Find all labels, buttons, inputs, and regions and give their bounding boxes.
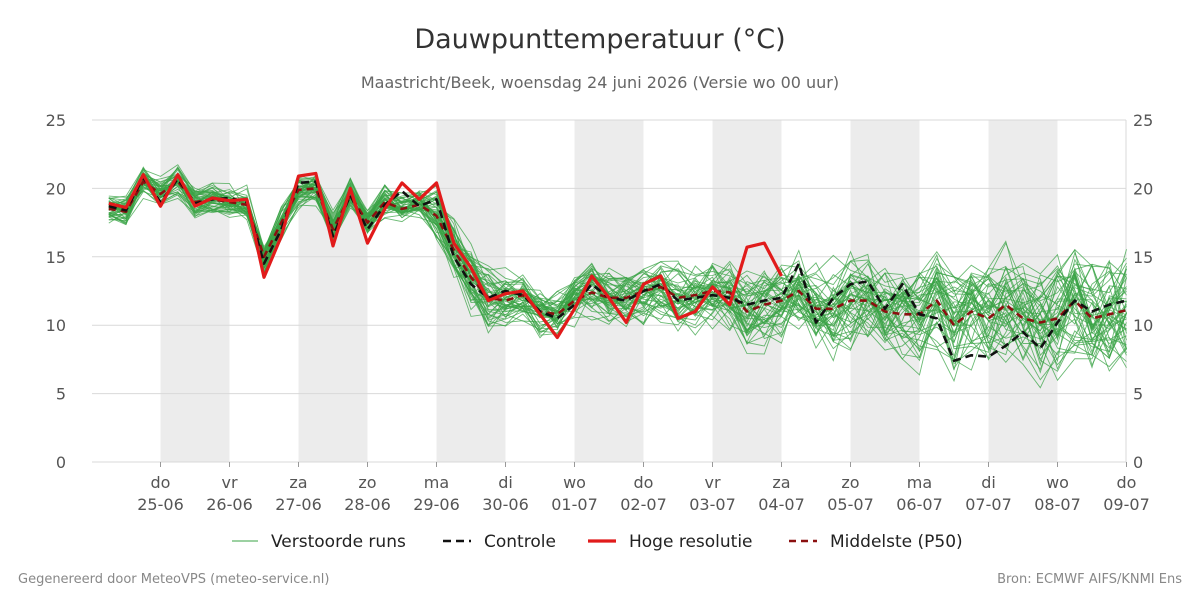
x-tick-date-5: 30-06 bbox=[482, 495, 529, 514]
x-tick-day-1: vr bbox=[221, 473, 237, 492]
ensemble-run-4 bbox=[108, 164, 1127, 369]
series-line-controle bbox=[108, 176, 1127, 363]
y-tick-right-15: 15 bbox=[1133, 248, 1153, 267]
y-tick-right-5: 5 bbox=[1133, 385, 1143, 404]
x-tick-date-12: 07-07 bbox=[965, 495, 1012, 514]
x-tick-day-7: do bbox=[634, 473, 654, 492]
ensemble-run-29 bbox=[108, 177, 1127, 358]
x-tick-day-3: zo bbox=[358, 473, 376, 492]
chart-title: Dauwpunttemperatuur (°C) bbox=[414, 24, 786, 55]
x-tick-date-7: 02-07 bbox=[620, 495, 667, 514]
x-tick-date-3: 28-06 bbox=[344, 495, 391, 514]
ensemble-run-46 bbox=[108, 175, 1127, 359]
y-tick-left-25: 25 bbox=[46, 111, 66, 130]
y-tick-right-25: 25 bbox=[1133, 111, 1153, 130]
y-tick-right-0: 0 bbox=[1133, 453, 1143, 472]
y-tick-left-15: 15 bbox=[46, 248, 66, 267]
legend-label-2: Hoge resolutie bbox=[629, 532, 753, 552]
day-band-0 bbox=[160, 120, 230, 462]
series-line-middelste-p50 bbox=[108, 180, 1127, 327]
y-tick-left-0: 0 bbox=[56, 453, 66, 472]
x-tick-date-2: 27-06 bbox=[275, 495, 322, 514]
legend-label-0: Verstoorde runs bbox=[271, 532, 406, 552]
x-tick-date-8: 03-07 bbox=[689, 495, 736, 514]
y-tick-left-20: 20 bbox=[46, 179, 66, 198]
y-tick-right-10: 10 bbox=[1133, 316, 1153, 335]
chart-subtitle: Maastricht/Beek, woensdag 24 juni 2026 (… bbox=[360, 73, 840, 92]
x-tick-day-5: di bbox=[498, 473, 513, 492]
main-series-lines bbox=[108, 171, 1127, 363]
y-tick-left-10: 10 bbox=[46, 316, 66, 335]
weekend-bands bbox=[160, 120, 1058, 462]
y-tick-right-20: 20 bbox=[1133, 179, 1153, 198]
footer-source: Bron: ECMWF AIFS/KNMI Ens bbox=[997, 572, 1182, 587]
x-tick-day-14: do bbox=[1117, 473, 1137, 492]
day-band-1 bbox=[298, 120, 368, 462]
footer-generated-by: Gegenereerd door MeteoVPS (meteo-service… bbox=[18, 572, 330, 587]
x-tick-date-0: 25-06 bbox=[137, 495, 184, 514]
x-tick-day-9: za bbox=[772, 473, 790, 492]
x-tick-date-13: 08-07 bbox=[1034, 495, 1081, 514]
x-tick-date-9: 04-07 bbox=[758, 495, 805, 514]
x-tick-day-2: za bbox=[289, 473, 307, 492]
ensemble-run-49 bbox=[108, 171, 1127, 367]
x-tick-date-6: 01-07 bbox=[551, 495, 598, 514]
legend-label-1: Controle bbox=[484, 532, 556, 552]
x-tick-date-4: 29-06 bbox=[413, 495, 460, 514]
x-tick-day-4: ma bbox=[424, 473, 449, 492]
x-tick-day-6: wo bbox=[563, 473, 586, 492]
x-tick-day-12: di bbox=[981, 473, 996, 492]
x-tick-day-13: wo bbox=[1046, 473, 1069, 492]
x-tick-day-0: do bbox=[151, 473, 171, 492]
x-tick-date-14: 09-07 bbox=[1103, 495, 1150, 514]
legend-label-3: Middelste (P50) bbox=[830, 532, 963, 552]
x-tick-day-11: ma bbox=[907, 473, 932, 492]
y-tick-left-5: 5 bbox=[56, 385, 66, 404]
x-tick-day-10: zo bbox=[841, 473, 859, 492]
axis-labels: 0 0 5 5 10 10 15 15 20 20 25 25 do 25-06 vr 26-06 za 27-0… bbox=[46, 111, 1154, 514]
x-tick-date-11: 06-07 bbox=[896, 495, 943, 514]
legend: Verstoorde runs Controle Hoge resolutie Mid… bbox=[232, 532, 963, 552]
x-tick-day-8: vr bbox=[704, 473, 720, 492]
series-line-hoge-resolutie bbox=[108, 171, 783, 340]
x-tick-date-1: 26-06 bbox=[206, 495, 253, 514]
x-tick-date-10: 05-07 bbox=[827, 495, 874, 514]
